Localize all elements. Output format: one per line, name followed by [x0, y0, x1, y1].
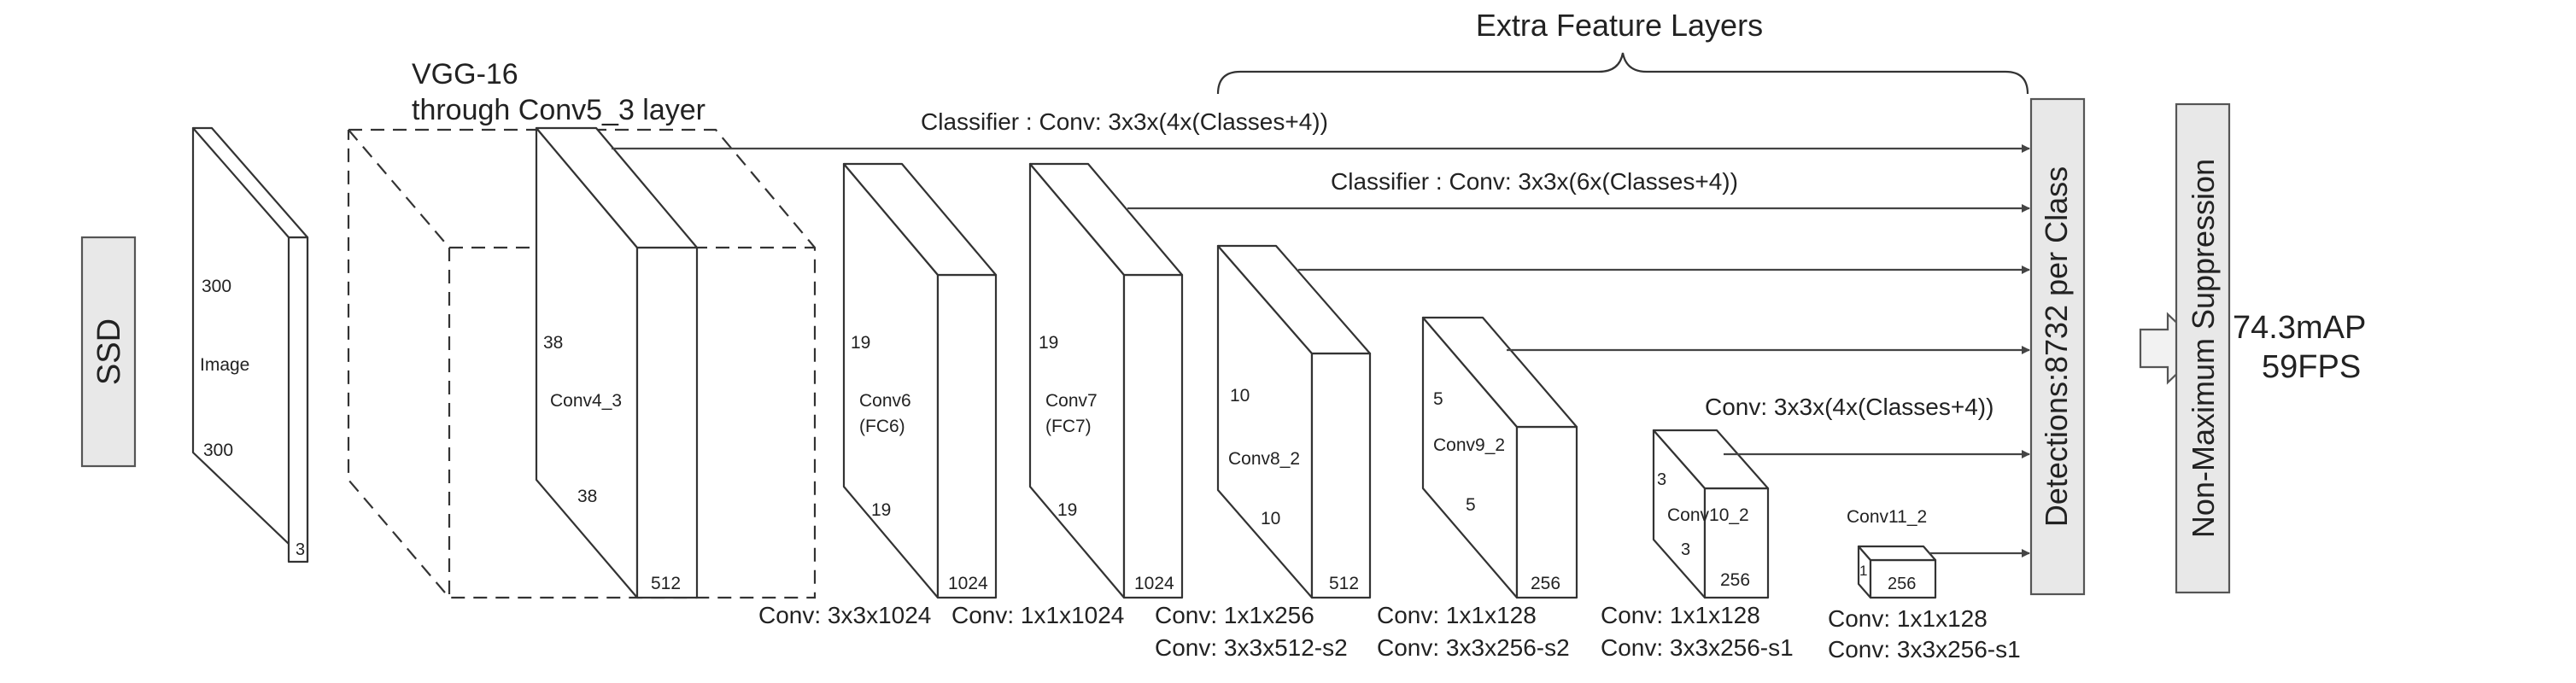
conv10-2-conv-label-2: Conv: 3x3x256-s1	[1601, 634, 1794, 661]
conv8-2-width-label: 10	[1261, 509, 1280, 528]
conv6-height-label: 19	[851, 333, 870, 353]
vgg16-sublabel: through Conv5_3 layer	[412, 94, 705, 126]
conv6-channels-label: 1024	[948, 574, 988, 593]
conv4-3-label: Conv4_3	[550, 391, 622, 411]
result-fps: 59FPS	[2262, 349, 2361, 385]
image-width-label: 300	[203, 441, 233, 460]
conv8-2-conv-label-2: Conv: 3x3x512-s2	[1155, 634, 1348, 661]
extra-feature-layers-brace	[1216, 52, 2029, 95]
conv9-2-block: Conv9_2 5 5 256	[1421, 316, 1578, 599]
conv8-2-height-label: 10	[1230, 386, 1250, 406]
conv7-sublabel: (FC7)	[1045, 417, 1092, 436]
conv10-2-block: Conv10_2 3 3 256	[1652, 429, 1770, 599]
conv4-3-width-label: 38	[577, 487, 597, 506]
conv9-2-label: Conv9_2	[1433, 435, 1505, 455]
conv9-2-height-label: 5	[1433, 389, 1443, 409]
conv9-2-width-label: 5	[1466, 495, 1476, 515]
conv11-2-channels-label: 256	[1888, 575, 1916, 593]
conv7-height-label: 19	[1039, 333, 1058, 353]
conv8-2-label: Conv8_2	[1228, 449, 1300, 469]
conv7-block: Conv7 (FC7) 19 19 1024	[1028, 162, 1184, 599]
conv4-3-channels-label: 512	[651, 574, 681, 593]
classifier-label-1: Classifier : Conv: 3x3x(4x(Classes+4))	[921, 108, 1328, 135]
conv10-2-label: Conv10_2	[1667, 505, 1749, 525]
vgg16-label: VGG-16	[412, 58, 518, 90]
conv8-2-block: Conv8_2 10 10 512	[1216, 244, 1372, 599]
conv10-2-width-label: 3	[1681, 540, 1690, 559]
image-height-label: 300	[202, 277, 231, 296]
conv4-3-height-label: 38	[543, 333, 563, 353]
conv7-channels-label: 1024	[1134, 574, 1174, 593]
conv11-2-block: Conv11_2 1 256	[1847, 507, 1937, 599]
conv7-conv-label: Conv: 1x1x1024	[951, 602, 1124, 628]
image-label: Image	[200, 355, 249, 375]
conv10-2-channels-label: 256	[1720, 570, 1750, 590]
conv6-conv-label: Conv: 3x3x1024	[758, 602, 931, 628]
conv11-2-height-label: 1	[1859, 563, 1867, 579]
detections-label: Detections:8732 per Class	[2039, 166, 2074, 527]
conv10-2-height-label: 3	[1657, 470, 1666, 489]
conv10-2-conv-label-1: Conv: 1x1x128	[1601, 602, 1760, 628]
conv9-2-conv-label-1: Conv: 1x1x128	[1377, 602, 1537, 628]
conv8-2-channels-label: 512	[1329, 574, 1359, 593]
conv4-3-block: Conv4_3 38 38 512	[535, 126, 699, 599]
conv11-2-conv-label-1: Conv: 1x1x128	[1828, 605, 1988, 632]
image-channels-label: 3	[296, 540, 305, 559]
detections-panel: Detections:8732 per Class	[2029, 97, 2086, 596]
conv7-label: Conv7	[1045, 391, 1098, 411]
conv6-block: Conv6 (FC6) 19 19 1024	[842, 162, 998, 599]
classifier-label-3: Conv: 3x3x(4x(Classes+4))	[1705, 394, 1993, 420]
conv11-2-conv-label-2: Conv: 3x3x256-s1	[1828, 636, 2021, 663]
classifier-label-2: Classifier : Conv: 3x3x(6x(Classes+4))	[1331, 168, 1738, 195]
result-map: 74.3mAP	[2233, 310, 2366, 346]
conv6-width-label: 19	[871, 500, 891, 520]
conv11-2-label: Conv11_2	[1847, 507, 1927, 527]
nms-panel: Non-Maximum Suppression	[2175, 102, 2231, 594]
nms-label: Non-Maximum Suppression	[2186, 159, 2221, 538]
conv8-2-conv-label-1: Conv: 1x1x256	[1155, 602, 1314, 628]
conv6-label: Conv6	[859, 391, 911, 411]
conv7-width-label: 19	[1057, 500, 1077, 520]
conv9-2-conv-label-2: Conv: 3x3x256-s2	[1377, 634, 1570, 661]
ssd-label: SSD	[91, 318, 127, 385]
extra-feature-layers-title: Extra Feature Layers	[1476, 8, 1763, 43]
input-image-block: Image 300 300 3	[191, 126, 309, 563]
conv6-sublabel: (FC6)	[859, 417, 905, 436]
conv9-2-channels-label: 256	[1531, 574, 1560, 593]
ssd-label-box: SSD	[80, 236, 137, 468]
